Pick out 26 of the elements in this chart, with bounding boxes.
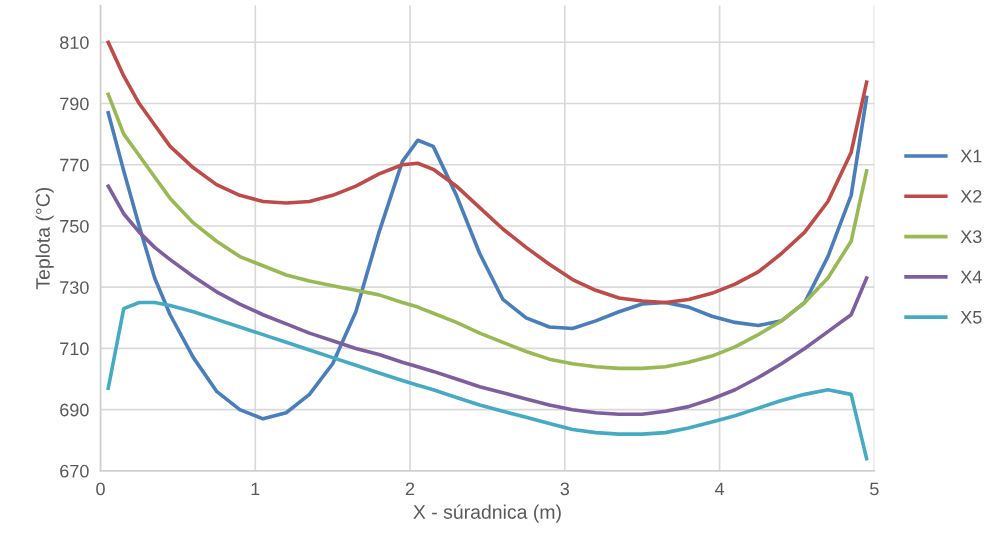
line-series	[106, 92, 869, 371]
y-tick-label: 790	[60, 97, 89, 111]
y-tick-label: 710	[60, 342, 89, 356]
line-series	[106, 95, 869, 421]
y-tick-label: 810	[60, 36, 89, 49]
line-series	[106, 40, 869, 305]
y-tick-label: 750	[60, 219, 89, 233]
legend-label: X5	[960, 311, 982, 324]
x-tick-label: 2	[405, 482, 415, 496]
x-tick-label: 1	[251, 482, 260, 496]
x-tick-label: 4	[714, 482, 725, 496]
y-axis-title: Teplota (°C)	[35, 187, 54, 290]
x-axis-title: X - súradnica (m)	[413, 504, 561, 523]
legend-label: X3	[960, 230, 982, 244]
y-tick-label: 770	[60, 158, 89, 172]
y-tick-label: 690	[60, 403, 89, 417]
x-tick-label: 0	[96, 482, 105, 496]
y-tick-label: 670	[60, 464, 89, 478]
x-tick-label: 3	[560, 482, 570, 496]
y-tick-label: 730	[60, 281, 89, 294]
legend-label: X4	[960, 270, 982, 284]
legend-label: X2	[960, 189, 982, 203]
x-tick-label: 5	[870, 482, 879, 496]
line-series	[106, 300, 869, 461]
line-series	[106, 184, 869, 417]
legend-label: X1	[960, 149, 982, 163]
